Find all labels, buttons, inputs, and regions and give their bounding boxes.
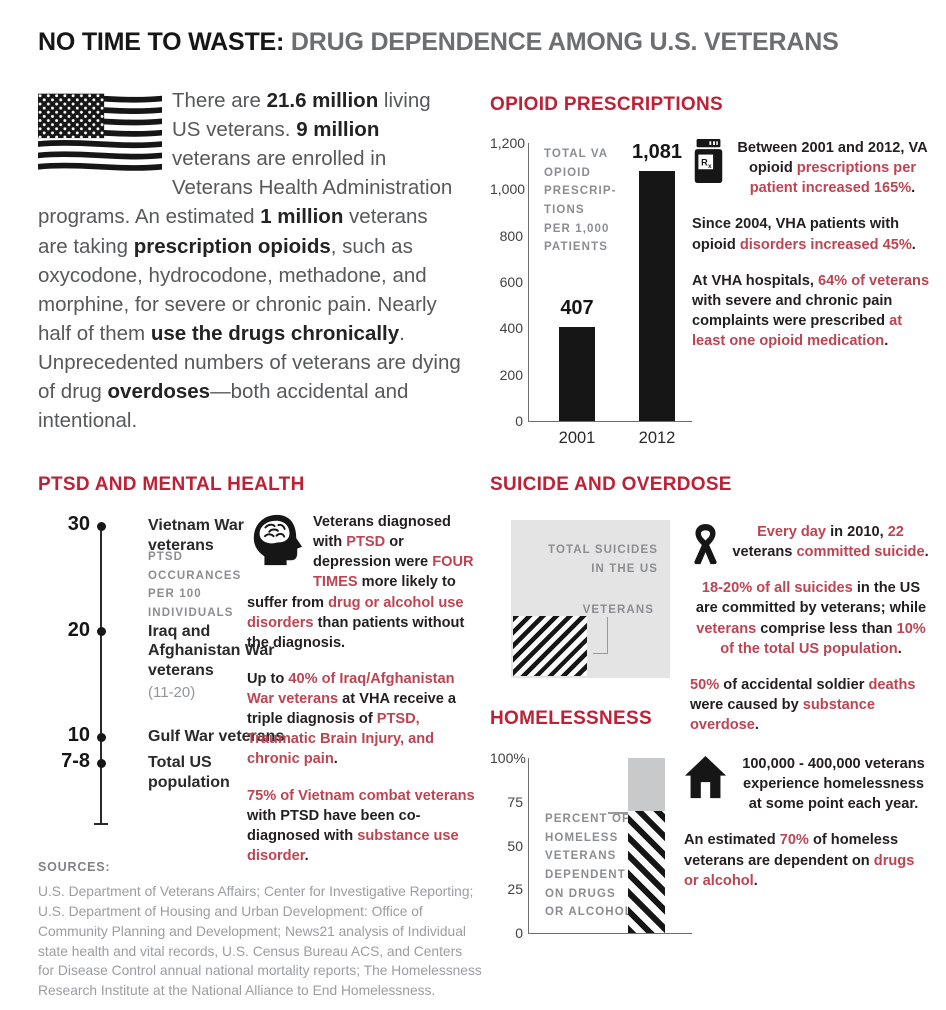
awareness-ribbon-icon [690,523,721,573]
scale-item-label: Total US population [148,754,230,791]
house-icon [684,755,727,806]
sources-text: U.S. Department of Veterans Affairs; Cen… [38,884,482,999]
scale-item-label: Gulf War veterans [148,728,285,745]
y-tick-label: 100% [490,750,526,766]
veterans-hatch-square [513,616,587,676]
opioid-paragraph-2: Since 2004, VHA patients with opioid dis… [692,216,916,253]
y-tick-label: 0 [515,413,523,429]
opioid-axis-label: TOTAL VA OPIOID PRESCRIP- TIONS PER 1,00… [544,148,617,254]
y-tick-label: 200 [499,366,523,383]
rx-label-r: R [701,158,708,168]
ptsd-paragraph-1-text: Veterans diagnosed with PTSD or depressi… [247,514,474,651]
ptsd-text-column: Veterans diagnosed with PTSD or depressi… [247,512,484,882]
homeless-connector-line [608,812,628,814]
homeless-bar-gray-segment [628,758,665,811]
homeless-x-axis [528,933,692,934]
page-title-strong: NO TIME TO WASTE: [38,28,285,56]
scale-item-label: Vietnam War veterans [148,517,245,554]
ptsd-scale-end-tick [94,823,108,825]
suicide-square-chart: TOTAL SUICIDES IN THE US VETERANS [511,520,670,678]
bar-2012 [639,170,675,421]
us-flag-icon [38,93,162,177]
scale-dot [96,627,106,636]
scale-dot [96,758,106,768]
homeless-text-column: 100,000 - 400,000 veterans experience ho… [684,754,932,907]
opioid-heading: OPIOID PRESCRIPTIONS [490,94,723,115]
rx-label-x: x [708,163,712,170]
ptsd-paragraph-3: 75% of Vietnam combat veterans with PTSD… [247,787,475,864]
ptsd-scale-chart: PTSD OCCURANCES PER 100 INDIVIDUALS 30 Vi… [38,513,284,838]
ptsd-axis-label: PTSD OCCURANCES PER 100 INDIVIDUALS [148,551,242,619]
homeless-axis-label: PERCENT OF HOMELESS VETERANS DEPENDENT O… [545,813,633,919]
page-title: NO TIME TO WASTE: DRUG DEPENDENCE AMONG … [38,28,839,57]
scale-dot [96,732,106,742]
scale-tick-label: 10 [67,724,90,746]
scale-tick-label: 30 [67,513,90,535]
opioid-y-axis [528,143,529,421]
opioid-paragraph-1-text: Between 2001 and 2012, VA opioid prescri… [737,140,928,197]
y-tick-label: 25 [507,881,523,898]
suicide-paragraph-2: 18-20% of all suicides in the US are com… [695,580,927,657]
opioid-bar-chart: TOTAL VA OPIOID PRESCRIP- TIONS PER 1,00… [490,134,702,452]
opioid-x-axis [528,421,692,422]
homeless-paragraph-1-text: 100,000 - 400,000 veterans experience ho… [742,756,925,813]
brain-icon [247,513,305,573]
y-tick-label: 75 [507,793,523,810]
intro-text: There are 21.6 million living US veteran… [38,89,461,433]
bar-2001 [559,326,595,421]
suicide-text-column: Every day in 2010, 22 veterans committed… [690,522,932,751]
y-tick-label: 50 [507,837,523,854]
scale-tick-label: 20 [67,618,90,641]
veterans-label: VETERANS [582,604,654,616]
total-suicides-label: TOTAL SUICIDES IN THE US [548,544,658,575]
suicide-paragraph-1-text: Every day in 2010, 22 veterans committed… [732,524,929,561]
homeless-bar-hatch-segment [628,810,665,933]
scale-item-note: (11-20) [148,684,196,702]
bar-value-label: 407 [560,296,594,319]
y-tick-label: 0 [515,925,523,941]
homeless-paragraph-1: 100,000 - 400,000 veterans experience ho… [684,754,932,814]
scale-tick-label: 7-8 [61,750,90,773]
page-title-rest: DRUG DEPENDENCE AMONG U.S. VETERANS [284,28,839,56]
scale-dot [96,521,106,531]
x-tick-label: 2012 [638,429,676,447]
intro-paragraph: There are 21.6 million living US veteran… [38,86,462,435]
ptsd-heading: PTSD AND MENTAL HEALTH [38,474,305,495]
sources-label: SOURCES: [38,860,111,874]
ptsd-paragraph-1: Veterans diagnosed with PTSD or depressi… [247,512,484,653]
y-tick-label: 800 [499,227,523,244]
scale-item-label: Iraq and Afghanistan War veterans (11-20) [148,622,288,703]
suicide-paragraph-3: 50% of accidental soldier deaths were ca… [690,676,916,733]
opioid-text-column: R x Between 2001 and 2012, VA opioid pre… [692,138,932,367]
homeless-y-axis [528,758,529,933]
y-tick-label: 400 [499,320,523,337]
veterans-connector-line [593,617,608,654]
bar-value-label: 1,081 [631,140,683,163]
pill-bottle-icon: R x [692,139,725,189]
opioid-paragraph-3: At VHA hospitals, 64% of veterans with s… [692,272,930,349]
ptsd-paragraph-2: Up to 40% of Iraq/Afghanistan War vetera… [247,670,457,768]
suicide-paragraph-1: Every day in 2010, 22 veterans committed… [690,522,932,565]
y-tick-label: 1,200 [490,135,526,151]
homeless-paragraph-2: An estimated 70% of homeless veterans ar… [684,832,915,889]
y-tick-label: 600 [499,274,523,290]
opioid-paragraph-1: R x Between 2001 and 2012, VA opioid pre… [692,138,932,198]
homeless-heading: HOMELESSNESS [490,708,652,729]
suicide-heading: SUICIDE AND OVERDOSE [490,474,732,495]
y-tick-label: 1,000 [490,181,526,198]
homeless-bar-chart: PERCENT OF HOMELESS VETERANS DEPENDENT O… [490,748,696,954]
x-tick-label: 2001 [558,429,596,447]
ptsd-scale-line [100,526,102,823]
